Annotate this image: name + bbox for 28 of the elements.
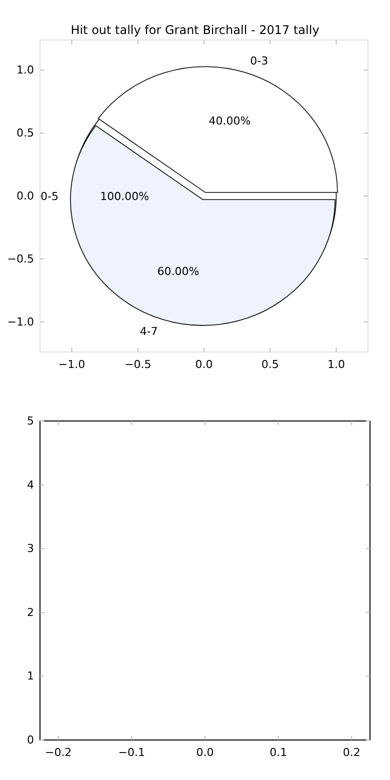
- data-label: 60.00%: [157, 265, 200, 278]
- slice-label: 0-5: [40, 190, 59, 203]
- y-tick-label: 4: [27, 478, 34, 492]
- y-tick-label: 0.0: [16, 190, 34, 203]
- x-tick-label: −1.0: [58, 358, 86, 371]
- data-label: 40.00%: [208, 114, 251, 128]
- slice-label: 0-3: [250, 54, 268, 68]
- y-tick-label: 1: [27, 670, 34, 683]
- y-tick-label: 1.0: [16, 64, 34, 77]
- y-tick-label: 2: [27, 606, 34, 619]
- slice-label: 4-7: [140, 325, 158, 338]
- y-tick-label: −0.5: [7, 252, 34, 266]
- x-tick-label: 1.0: [328, 358, 346, 371]
- chart-title: Hit out tally for Grant Birchall - 2017 tally: [70, 23, 320, 37]
- y-tick-label: 0.5: [16, 126, 34, 140]
- x-tick-label: 0.5: [261, 358, 279, 371]
- x-tick-label: 0.2: [342, 746, 360, 759]
- x-tick-label: 0.1: [270, 746, 288, 759]
- x-tick-label: 0.0: [196, 746, 214, 759]
- x-tick-label: −0.5: [124, 358, 152, 371]
- x-tick-label: 0.0: [195, 358, 213, 371]
- data-label: 100.00%: [100, 190, 150, 203]
- y-tick-label: 0: [27, 734, 34, 747]
- y-tick-label: 3: [27, 542, 34, 556]
- x-tick-label: −0.1: [118, 746, 146, 759]
- y-tick-label: 5: [27, 414, 34, 428]
- y-tick-label: −1.0: [7, 315, 34, 328]
- x-tick-label: −0.2: [44, 746, 72, 759]
